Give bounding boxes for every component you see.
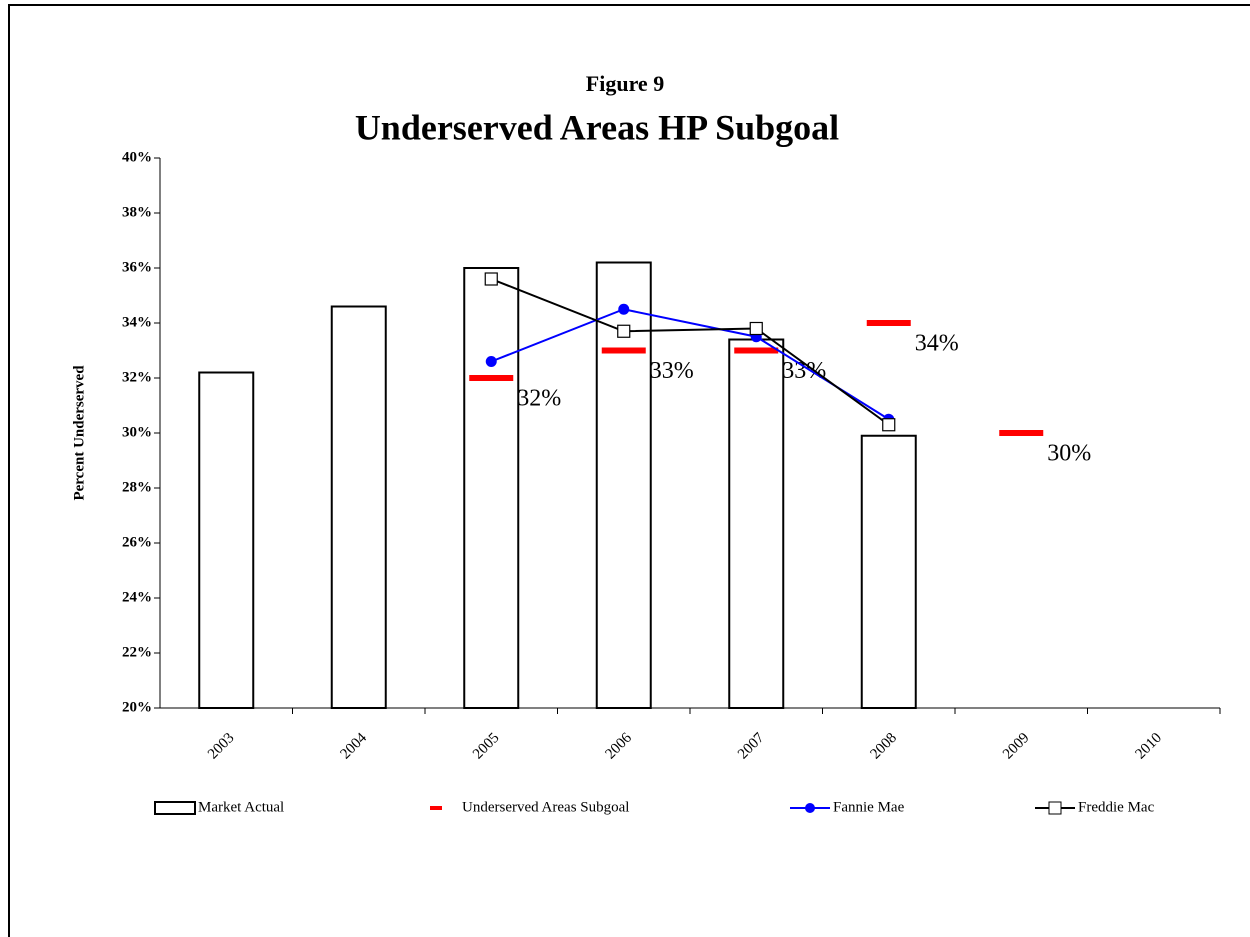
series-line — [490, 308, 890, 421]
x-tick-label: 2008 — [867, 730, 900, 763]
point — [618, 303, 630, 315]
legend-label: Underserved Areas Subgoal — [462, 799, 629, 815]
y-tick-label: 34% — [122, 314, 152, 330]
x-tick-label: 2004 — [337, 730, 370, 763]
legend-label: Market Actual — [198, 799, 284, 815]
y-tick-label: 36% — [122, 259, 152, 275]
legend-marker — [805, 803, 815, 813]
legend-marker — [1048, 801, 1062, 815]
y-tick-label: 32% — [122, 369, 152, 385]
bar — [728, 338, 785, 709]
data-label: 34% — [915, 331, 959, 357]
y-tick-label: 22% — [122, 644, 152, 660]
y-tick-label: 30% — [122, 424, 152, 440]
data-label: 30% — [1047, 441, 1091, 467]
bar — [330, 305, 387, 709]
x-tick-label: 2009 — [1000, 730, 1033, 763]
legend-swatch — [154, 801, 196, 815]
point — [617, 324, 631, 338]
chart-title: Underserved Areas HP Subgoal — [355, 107, 839, 147]
point — [882, 418, 896, 432]
y-tick-label: 20% — [122, 699, 152, 715]
x-tick-label: 2010 — [1132, 730, 1165, 763]
y-tick-label: 26% — [122, 534, 152, 550]
legend-label: Fannie Mae — [833, 799, 905, 815]
data-label: 33% — [782, 358, 826, 384]
y-tick-label: 40% — [122, 149, 152, 165]
x-tick-label: 2005 — [470, 730, 503, 763]
bar — [860, 434, 917, 709]
legend-label: Freddie Mac — [1078, 799, 1155, 815]
point — [485, 356, 497, 367]
data-label: 33% — [650, 358, 694, 384]
x-tick-label: 2006 — [602, 730, 635, 763]
x-tick-label: 2003 — [205, 730, 238, 763]
y-tick-label: 38% — [122, 204, 152, 220]
data-label: 32% — [517, 386, 561, 412]
x-tick-label: 2007 — [735, 730, 768, 763]
series-line — [490, 278, 890, 426]
bar — [463, 267, 520, 709]
y-tick-label: 28% — [122, 479, 152, 495]
point — [484, 272, 498, 286]
y-tick-label: 24% — [122, 589, 152, 605]
bar — [198, 371, 255, 709]
y-axis-label: Percent Underserved — [71, 365, 87, 501]
frame — [8, 4, 1250, 937]
point — [749, 321, 763, 336]
chart-supertitle: Figure 9 — [586, 71, 664, 96]
